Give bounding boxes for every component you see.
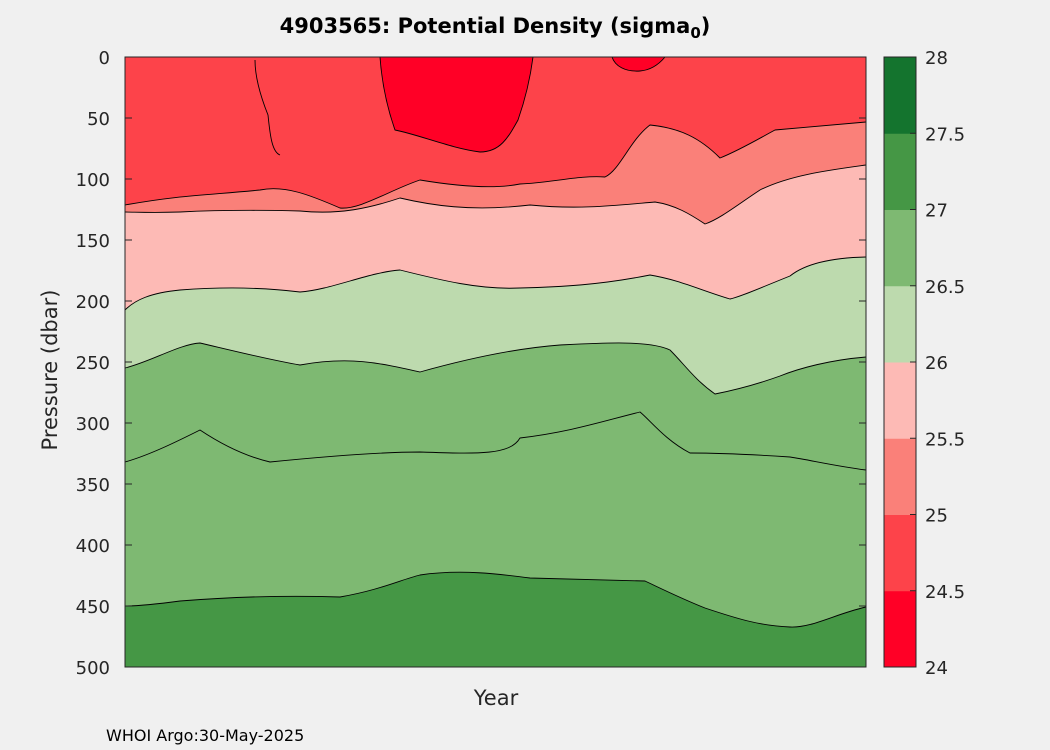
contour-line-26 <box>124 342 867 395</box>
colorbar-tick-label: 25 <box>925 506 948 527</box>
colorbar-segment <box>884 285 916 363</box>
colorbar: 24 24.5 25 25.5 26 26.5 27 27.5 28 <box>883 48 965 679</box>
contour-line-24-small <box>611 56 666 72</box>
contour-band-below-24 <box>380 57 533 152</box>
contour-line-26.5 <box>124 411 867 471</box>
y-tick-label: 200 <box>76 292 110 313</box>
colorbar-segment <box>884 362 916 439</box>
chart-title: 4903565: Potential Density (sigma0) <box>0 14 990 42</box>
y-axis-label: Pressure (dbar) <box>38 290 62 451</box>
chart-title-close: ) <box>700 14 711 38</box>
x-axis-label: Year <box>473 686 519 710</box>
colorbar-tick-label: 28 <box>925 48 948 69</box>
colorbar-tick-label: 25.5 <box>925 429 965 450</box>
contour-line-25.5 <box>124 256 867 311</box>
footer-credit: WHOI Argo:30-May-2025 <box>106 726 305 745</box>
y-tick-label: 450 <box>76 597 110 618</box>
y-tick-label: 150 <box>76 231 110 252</box>
colorbar-tick-label: 27.5 <box>925 124 965 145</box>
colorbar-tick-label: 24.5 <box>925 582 965 603</box>
colorbar-tick-label: 24 <box>925 658 948 679</box>
colorbar-segment <box>884 209 916 287</box>
y-tick-label: 500 <box>76 658 110 679</box>
colorbar-segment <box>884 514 916 592</box>
chart-title-subscript: 0 <box>690 24 701 43</box>
y-axis: 0 50 100 150 200 250 300 350 400 450 500 <box>76 48 866 679</box>
chart-title-main: 4903565: Potential Density (sigma <box>279 14 691 38</box>
contour-line-24-left <box>254 59 281 156</box>
colorbar-segment <box>884 590 916 668</box>
colorbar-tick-label: 26.5 <box>925 277 965 298</box>
colorbar-segment <box>884 57 916 134</box>
contour-line-24 <box>379 56 534 153</box>
y-tick-label: 0 <box>99 48 110 69</box>
contour-line-24.5 <box>124 121 867 209</box>
colorbar-segment <box>884 133 916 210</box>
contour-lines <box>124 56 867 628</box>
contour-line-27 <box>124 571 867 628</box>
colorbar-segment <box>884 438 916 515</box>
y-tick-label: 350 <box>76 475 110 496</box>
colorbar-tick-label: 26 <box>925 353 948 374</box>
contour-bands <box>125 57 866 667</box>
y-tick-label: 400 <box>76 536 110 557</box>
y-tick-label: 100 <box>76 170 110 191</box>
contour-line-25 <box>124 164 867 225</box>
y-tick-label: 50 <box>87 109 110 130</box>
y-tick-label: 300 <box>76 414 110 435</box>
colorbar-tick-label: 27 <box>925 201 948 222</box>
y-tick-label: 250 <box>76 353 110 374</box>
